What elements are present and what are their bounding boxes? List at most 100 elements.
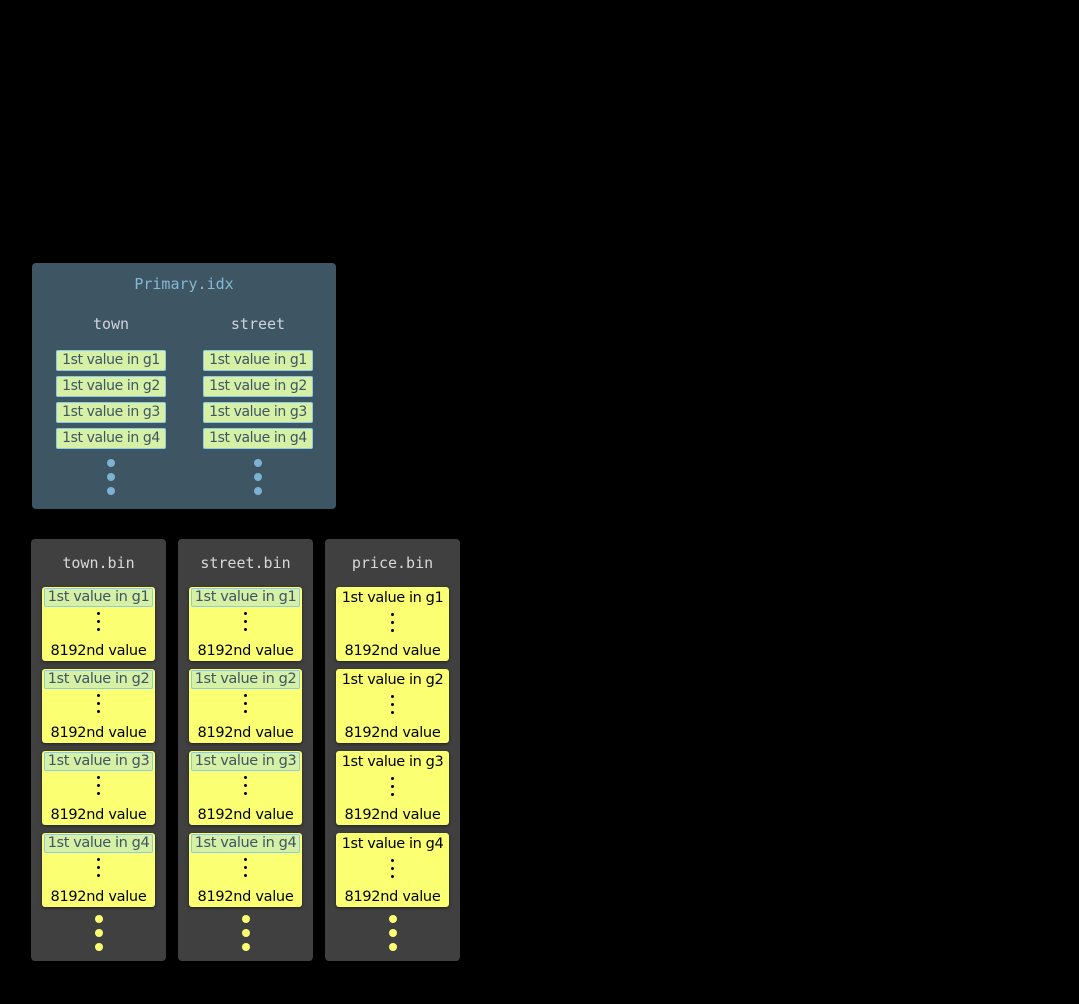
dot [388,915,397,923]
dot [241,915,250,923]
ellipsis-dots-icon [44,858,153,877]
ellipsis-dots-icon [56,459,166,495]
dot [254,473,262,481]
index-mark: 1st value in g3 [203,402,313,423]
dot [388,943,397,951]
primary-index-panel: Primary.idx town 1st value in g1 1st value… [32,263,336,509]
dot [97,874,100,877]
dot [97,620,100,623]
dot [391,785,394,788]
dot [244,792,247,795]
granule-first-value: 1st value in g3 [341,754,444,770]
granule-last-value: 8192nd value [344,643,441,659]
ellipsis-dots-icon [338,859,447,878]
ellipsis-dots-icon [178,915,313,951]
granule: 1st value in g3 8192nd value [336,751,449,825]
granule: 1st value in g1 8192nd value [336,587,449,661]
index-mark: 1st value in g2 [203,376,313,397]
dot [107,487,115,495]
dot [107,459,115,467]
granule-first-value: 1st value in g1 [44,588,153,607]
granule: 1st value in g4 8192nd value [42,833,155,907]
ellipsis-dots-icon [31,915,166,951]
ellipsis-dots-icon [44,694,153,713]
dot [244,620,247,623]
ellipsis-dots-icon [325,915,460,951]
granule-last-value: 8192nd value [197,807,294,823]
granule: 1st value in g4 8192nd value [336,833,449,907]
dot [244,628,247,631]
ellipsis-dots-icon [203,459,313,495]
granule-first-value: 1st value in g2 [341,672,444,688]
dot [391,777,394,780]
dot [391,629,394,632]
granule-first-value: 1st value in g2 [191,670,300,689]
dot [97,710,100,713]
granule-first-value: 1st value in g4 [191,834,300,853]
index-mark: 1st value in g1 [56,350,166,371]
dot [391,793,394,796]
dot [244,702,247,705]
dot [391,695,394,698]
bin-file-town-bin: town.bin 1st value in g1 8192nd value 1st v… [31,539,166,961]
dot [94,943,103,951]
index-mark: 1st value in g2 [56,376,166,397]
dot [97,776,100,779]
index-mark: 1st value in g1 [203,350,313,371]
index-column-header: town [92,315,130,333]
granule-first-value: 1st value in g4 [44,834,153,853]
granule: 1st value in g4 8192nd value [189,833,302,907]
index-column-header: street [230,315,286,333]
granule-last-value: 8192nd value [197,643,294,659]
ellipsis-dots-icon [191,776,300,795]
granule-last-value: 8192nd value [344,725,441,741]
dot [244,866,247,869]
dot [97,866,100,869]
ellipsis-dots-icon [191,858,300,877]
index-mark: 1st value in g4 [203,428,313,449]
granule: 1st value in g2 8192nd value [42,669,155,743]
index-column-street: street 1st value in g1 1st value in g2 1st … [203,315,313,495]
granule-last-value: 8192nd value [50,643,147,659]
dot [244,784,247,787]
index-mark: 1st value in g4 [56,428,166,449]
dot [241,943,250,951]
dot [391,867,394,870]
granule-last-value: 8192nd value [197,889,294,905]
granule-last-value: 8192nd value [50,889,147,905]
bin-file-title: street.bin [200,554,291,572]
dot [254,459,262,467]
dot [391,613,394,616]
bin-file-street-bin: street.bin 1st value in g1 8192nd value 1st… [178,539,313,961]
granule-last-value: 8192nd value [197,725,294,741]
dot [391,875,394,878]
dot [107,473,115,481]
granule-last-value: 8192nd value [344,807,441,823]
index-column-town: town 1st value in g1 1st value in g2 1st va… [56,315,166,495]
ellipsis-dots-icon [338,695,447,714]
dot [388,929,397,937]
dot [244,858,247,861]
dot [244,612,247,615]
primary-index-title: Primary.idx [134,275,234,293]
granule-list: 1st value in g1 8192nd value 1st value in … [189,587,302,915]
granule-list: 1st value in g1 8192nd value 1st value in … [42,587,155,915]
index-mark: 1st value in g3 [56,402,166,423]
dot [94,929,103,937]
dot [244,710,247,713]
dot [97,784,100,787]
granule: 1st value in g2 8192nd value [189,669,302,743]
bin-file-title: price.bin [351,554,434,572]
granule-first-value: 1st value in g1 [191,588,300,607]
granule-first-value: 1st value in g1 [341,590,444,606]
granule: 1st value in g1 8192nd value [42,587,155,661]
dot [391,703,394,706]
dot [97,858,100,861]
dot [241,929,250,937]
dot [94,915,103,923]
ellipsis-dots-icon [338,613,447,632]
index-marks: 1st value in g1 1st value in g2 1st value … [56,350,166,449]
dot [244,874,247,877]
granule: 1st value in g2 8192nd value [336,669,449,743]
ellipsis-dots-icon [44,612,153,631]
